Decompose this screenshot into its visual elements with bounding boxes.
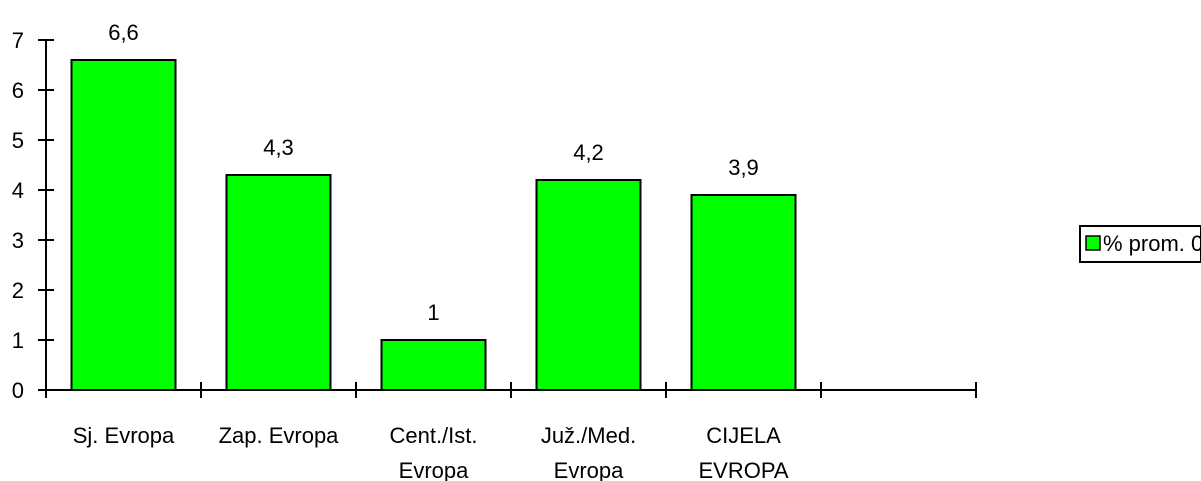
legend-swatch: [1085, 235, 1101, 251]
y-tick-label: 5: [12, 128, 24, 153]
x-category-label: EVROPA: [698, 458, 788, 481]
data-label: 6,6: [108, 20, 139, 45]
y-tick-label: 4: [12, 178, 24, 203]
data-labels: 6,6 4,3 1 4,2 3,9: [108, 20, 759, 325]
x-category-label: Cent./Ist.: [389, 423, 477, 448]
bar: [225, 174, 332, 391]
data-label: 4,2: [573, 140, 604, 165]
x-category-label: Sj. Evropa: [73, 423, 175, 448]
data-label: 1: [427, 300, 439, 325]
x-category-label: Evropa: [554, 458, 624, 481]
bar: [380, 339, 487, 391]
bar: [690, 194, 797, 391]
data-label: 4,3: [263, 135, 294, 160]
y-axis: 0 1 2 3 4 5 6 7: [12, 28, 54, 403]
data-label: 3,9: [728, 155, 759, 180]
y-tick-label: 6: [12, 78, 24, 103]
y-tick-label: 3: [12, 228, 24, 253]
bar: [70, 59, 177, 391]
legend-label: % prom. 06/05: [1103, 231, 1201, 256]
x-axis: Sj. Evropa Zap. Evropa Cent./Ist. Evropa Juž…: [45, 382, 977, 481]
x-category-label: CIJELA: [706, 423, 781, 448]
legend: % prom. 06/05: [1079, 225, 1201, 263]
bars: [70, 59, 797, 391]
x-category-label: Zap. Evropa: [219, 423, 340, 448]
y-tick-label: 0: [12, 378, 24, 403]
y-tick-label: 2: [12, 278, 24, 303]
y-tick-label: 7: [12, 28, 24, 53]
x-category-label: Juž./Med.: [541, 423, 636, 448]
x-category-label: Evropa: [399, 458, 469, 481]
bar: [535, 179, 642, 391]
y-tick-label: 1: [12, 328, 24, 353]
